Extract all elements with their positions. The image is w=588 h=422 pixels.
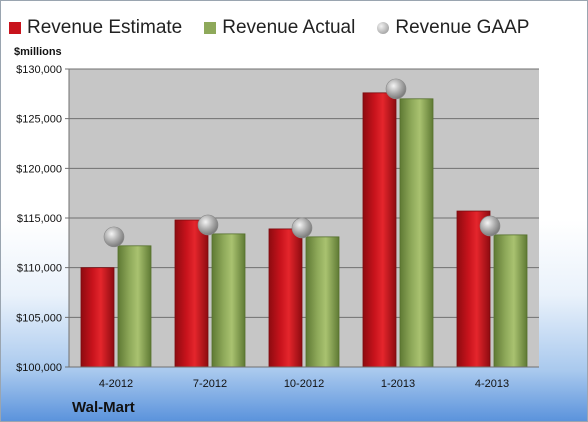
x-tick-label: 4-2012: [99, 378, 133, 390]
legend-swatch-gaap: [377, 22, 390, 34]
bar-revenue-actual: [493, 234, 528, 368]
legend-label-actual: Revenue Actual: [222, 17, 356, 38]
y-tick-label: $125,000: [16, 114, 62, 126]
legend-item-gaap: Revenue GAAP: [377, 17, 529, 39]
legend-swatch-estimate: [9, 22, 21, 34]
legend-label-gaap: Revenue GAAP: [395, 17, 530, 38]
x-tick-label: 1-2013: [381, 378, 415, 390]
legend-label-estimate: Revenue Estimate: [27, 17, 183, 38]
y-tick-label: $115,000: [17, 213, 62, 225]
bar-revenue-actual: [211, 233, 246, 368]
bar-revenue-actual: [117, 245, 152, 368]
point-revenue-gaap: [291, 217, 313, 239]
bar-revenue-estimate: [80, 267, 115, 368]
legend-swatch-actual: [204, 22, 217, 34]
bar-revenue-estimate: [456, 210, 491, 368]
company-caption: Wal-Mart: [72, 399, 135, 416]
legend-item-estimate: Revenue Estimate: [9, 17, 182, 39]
bar-revenue-actual: [305, 236, 340, 368]
bar-revenue-estimate: [268, 228, 303, 368]
y-tick-label: $110,000: [17, 263, 62, 275]
bar-revenue-estimate: [174, 219, 209, 368]
y-axis-unit-label: $millions: [14, 46, 62, 58]
point-revenue-gaap: [103, 226, 125, 248]
y-tick-label: $120,000: [16, 163, 62, 175]
legend-item-actual: Revenue Actual: [204, 17, 355, 39]
x-tick-label: 7-2012: [193, 378, 227, 390]
y-tick-label: $130,000: [16, 64, 62, 76]
x-tick-label: 4-2013: [475, 378, 509, 390]
point-revenue-gaap: [197, 214, 219, 236]
bar-revenue-estimate: [362, 92, 397, 368]
point-revenue-gaap: [479, 215, 501, 237]
y-tick-label: $100,000: [16, 362, 62, 374]
x-tick-label: 10-2012: [284, 378, 324, 390]
bar-revenue-actual: [399, 98, 434, 368]
legend: Revenue Estimate Revenue Actual Revenue …: [9, 17, 579, 39]
point-revenue-gaap: [385, 78, 407, 100]
y-tick-label: $105,000: [16, 312, 62, 324]
